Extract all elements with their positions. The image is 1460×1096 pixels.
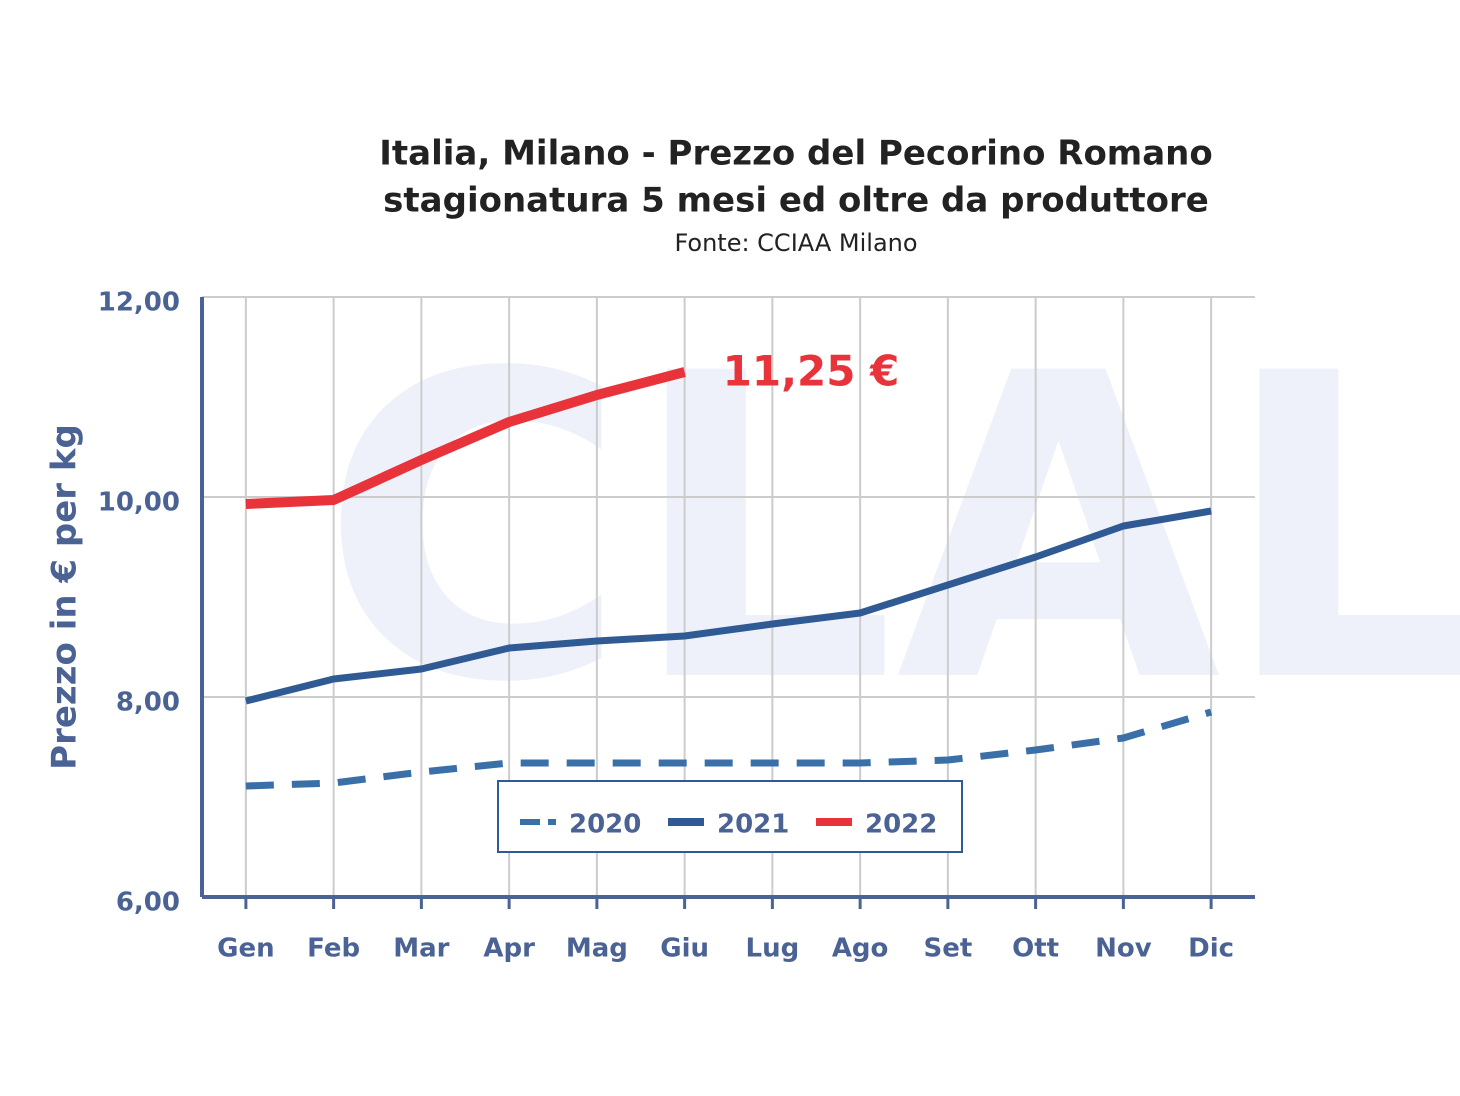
x-tick-label: Dic	[1188, 934, 1234, 964]
legend-label: 2021	[717, 810, 789, 840]
x-tick-label: Feb	[307, 934, 360, 964]
x-tick-label: Set	[923, 934, 972, 964]
x-tick-label: Ott	[1012, 934, 1059, 964]
x-tick-label: Apr	[483, 934, 535, 964]
y-tick-label: 8,00	[116, 688, 180, 718]
x-tick-label: Gen	[217, 934, 274, 964]
legend-box	[497, 780, 963, 853]
line-series	[245, 507, 1212, 705]
chart-title: Italia, Milano - Prezzo del Pecorino Rom…	[379, 134, 1212, 174]
y-tick-label: 6,00	[116, 888, 180, 918]
line-series	[245, 367, 686, 509]
annotation: 11,25 €	[723, 347, 900, 396]
legend-label: 2020	[569, 810, 641, 840]
x-tick-label: Ago	[832, 934, 889, 964]
x-tick-label: Mar	[393, 934, 449, 964]
line-series	[245, 708, 1213, 790]
y-axis-label: Prezzo in € per kg	[45, 424, 85, 770]
x-tick-label: Nov	[1095, 934, 1152, 964]
y-tick-label: 12,00	[98, 288, 180, 318]
legend-label: 2022	[865, 810, 937, 840]
chart-subtitle: stagionatura 5 mesi ed oltre da produtto…	[383, 181, 1209, 221]
chart-source: Fonte: CCIAA Milano	[674, 229, 917, 257]
x-tick-label: Giu	[660, 934, 709, 964]
x-tick-label: Mag	[566, 934, 628, 964]
x-tick-label: Lug	[746, 934, 800, 964]
y-tick-label: 10,00	[98, 488, 180, 518]
